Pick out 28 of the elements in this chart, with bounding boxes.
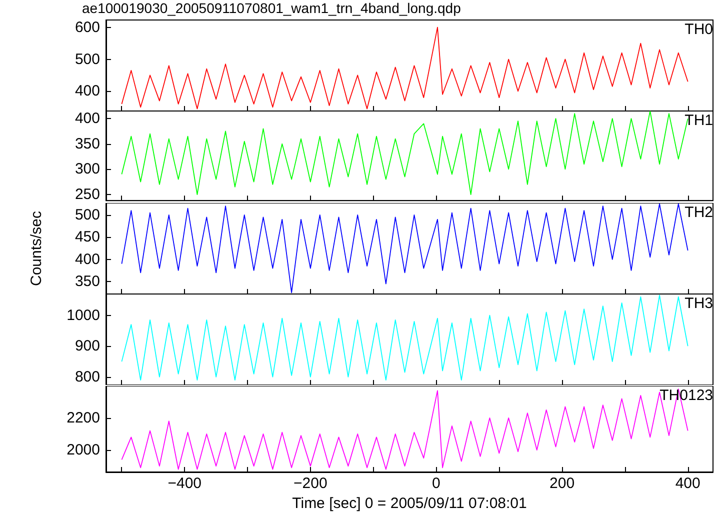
series-label: TH2	[684, 204, 714, 221]
chart-title: ae100019030_20050911070801_wam1_trn_4band_long.qdp	[82, 0, 462, 16]
y-tick-label: 450	[74, 228, 100, 246]
x-tick-label: 0	[432, 474, 440, 492]
y-tick-label: 400	[74, 82, 100, 100]
x-tick-label: −200	[294, 474, 328, 492]
x-axis-title: Time [sec] 0 = 2005/09/11 07:08:01	[292, 494, 527, 512]
y-tick-label: 500	[74, 206, 100, 224]
x-tick-label: 200	[550, 474, 575, 492]
y-tick-label: 350	[74, 136, 100, 153]
y-tick-label: 2000	[66, 441, 100, 458]
y-tick-label: 900	[74, 338, 100, 355]
y-tick-label: 600	[74, 18, 100, 36]
y-tick-label: 800	[74, 368, 100, 386]
y-axis-title: Counts/sec	[28, 210, 45, 286]
y-tick-label: 500	[74, 50, 100, 68]
series-label: TH1	[684, 112, 714, 130]
x-tick-label: 400	[675, 474, 700, 492]
x-tick-label: −400	[168, 474, 202, 492]
y-tick-label: 250	[74, 186, 100, 204]
series-label: TH3	[684, 295, 714, 312]
series-label: TH0	[684, 21, 714, 38]
y-tick-label: 350	[74, 272, 100, 290]
y-tick-label: 400	[74, 250, 100, 268]
y-tick-label: 2200	[66, 409, 100, 426]
y-tick-label: 300	[74, 161, 100, 178]
y-tick-label: 1000	[66, 306, 100, 324]
y-tick-label: 400	[74, 110, 100, 128]
